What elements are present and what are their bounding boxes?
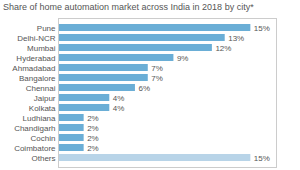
- svg-text:13%: 13%: [228, 34, 244, 43]
- svg-text:Kolkata: Kolkata: [29, 104, 56, 113]
- svg-text:2%: 2%: [87, 144, 99, 153]
- svg-text:Delhi-NCR: Delhi-NCR: [17, 34, 55, 43]
- svg-text:Jaipur: Jaipur: [34, 94, 56, 103]
- svg-text:Hyderabad: Hyderabad: [16, 54, 55, 63]
- svg-text:Ahmadabad: Ahmadabad: [12, 64, 55, 73]
- svg-text:Others: Others: [31, 154, 55, 163]
- svg-text:Pune: Pune: [37, 24, 56, 33]
- svg-text:15%: 15%: [254, 154, 270, 163]
- html-text:Share of home automation marke: Share of home automation market across I…: [3, 2, 254, 12]
- svg-text:2%: 2%: [87, 134, 99, 143]
- svg-text:7%: 7%: [151, 74, 163, 83]
- svg-text:Cochin: Cochin: [31, 134, 56, 143]
- svg-text:Bangalore: Bangalore: [19, 74, 56, 83]
- svg-text:2%: 2%: [87, 124, 99, 133]
- svg-text:Mumbai: Mumbai: [27, 44, 56, 53]
- svg-text:2%: 2%: [87, 114, 99, 123]
- svg-text:7%: 7%: [151, 64, 163, 73]
- svg-text:Chennai: Chennai: [26, 84, 56, 93]
- svg-text:Ludhiana: Ludhiana: [23, 114, 56, 123]
- svg-text:15%: 15%: [254, 24, 270, 33]
- svg-text:Chandigarh: Chandigarh: [14, 124, 55, 133]
- svg-text:4%: 4%: [113, 94, 125, 103]
- svg-text:6%: 6%: [138, 84, 150, 93]
- svg-text:12%: 12%: [215, 44, 231, 53]
- svg-text:4%: 4%: [113, 104, 125, 113]
- svg-text:Coimbatore: Coimbatore: [14, 144, 56, 153]
- svg-text:9%: 9%: [177, 54, 189, 63]
